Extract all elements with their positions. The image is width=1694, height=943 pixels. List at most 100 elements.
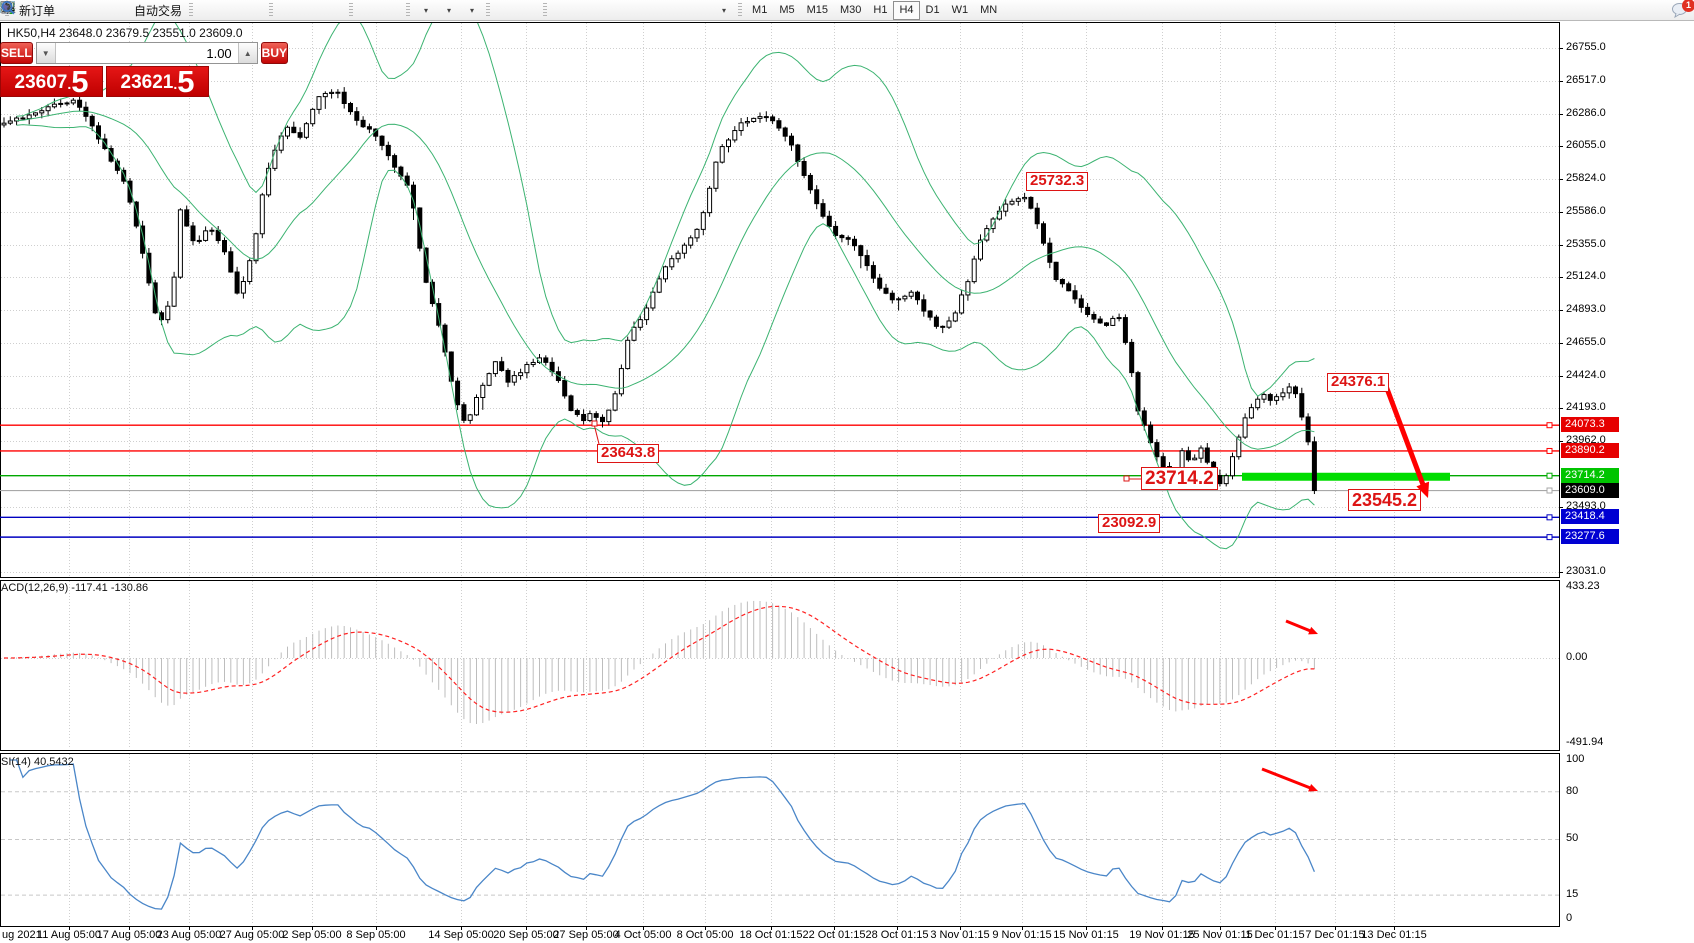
time-axis-label: 13 Dec 01:15 <box>1361 929 1427 941</box>
time-axis-label: 8 Sep 05:00 <box>346 929 406 941</box>
price-axis-label: 26755.0 <box>1566 41 1606 53</box>
search-button[interactable] <box>1 1 1670 20</box>
price-axis-label: 23493.0 <box>1566 499 1606 512</box>
rsi-axis-label: 50 <box>1566 832 1579 844</box>
price-badge-24073.3: 24073.3 <box>1561 417 1619 433</box>
price-axis-label: 25824.0 <box>1566 171 1606 184</box>
rsi-axis-label: 80 <box>1566 785 1579 797</box>
bollinger-middle-band <box>16 110 1315 450</box>
timeframe-m1-button[interactable]: M1 <box>752 4 768 16</box>
chat-button[interactable]: 1 <box>1670 0 1694 20</box>
time-axis-label: 9 Nov 01:15 <box>992 929 1052 941</box>
price-badge-23714.2: 23714.2 <box>1561 467 1619 483</box>
macd-axis-label: -491.94 <box>1566 736 1604 748</box>
time-axis-label: 18 Oct 01:15 <box>739 929 803 941</box>
time-axis-label: 19 Nov 01:15 <box>1129 929 1195 941</box>
svg-text:E: E <box>11 8 16 15</box>
sell-price-dot: . <box>67 76 72 92</box>
price-annotation-25732.3[interactable]: 25732.3 <box>1026 172 1089 191</box>
timeframe-h1-button[interactable]: H1 <box>873 4 888 16</box>
rsi-axis-label: 0 <box>1566 912 1573 924</box>
trend-arrow-0[interactable] <box>1380 377 1428 491</box>
buy-price[interactable]: 23621. 5 <box>106 66 209 97</box>
toolbar-drag-handle[interactable] <box>406 3 411 17</box>
price-axis-label: 26055.0 <box>1566 139 1606 152</box>
time-axis-label: ug 2021 <box>2 929 42 941</box>
time-axis-label: 22 Oct 01:15 <box>802 929 866 941</box>
price-axis-label: 25124.0 <box>1566 270 1606 283</box>
time-axis-label: 28 Oct 01:15 <box>865 929 929 941</box>
timeframe-mn-button[interactable]: MN <box>980 4 998 16</box>
price-badge-23609.0: 23609.0 <box>1561 482 1619 498</box>
candlesticks <box>1 87 1317 495</box>
line-anchor-square <box>1546 422 1553 429</box>
timeframe-group: M1 M5 M15 M30 H1 H4 D1 W1 MN <box>746 0 1003 20</box>
time-axis-label: 8 Oct 05:00 <box>676 929 734 941</box>
time-axis-label: 4 Oct 05:00 <box>614 929 672 941</box>
price-axis-label: 25355.0 <box>1566 237 1606 250</box>
price-annotation-23714.2[interactable]: 23714.2 <box>1141 467 1218 491</box>
trend-arrow-head <box>1308 626 1318 635</box>
buy-price-dot: . <box>173 76 178 92</box>
rsi-line <box>10 759 1315 910</box>
macd-histogram <box>9 600 1315 724</box>
timeframe-m30-button[interactable]: M30 <box>840 4 862 16</box>
trend-arrow-1[interactable] <box>1285 619 1314 634</box>
buy-button[interactable]: BUY <box>260 42 289 64</box>
timeframe-m5-button[interactable]: M5 <box>779 4 795 16</box>
toolbar-drag-handle[interactable] <box>543 3 548 17</box>
price-axis-label: 26517.0 <box>1566 74 1606 87</box>
time-axis-label: 3 Nov 01:15 <box>930 929 990 941</box>
macd-axis-label: 0.00 <box>1566 651 1588 663</box>
volume-input[interactable] <box>55 43 238 63</box>
price-annotation-23545.2[interactable]: 23545.2 <box>1348 489 1422 512</box>
volume-decrease-button[interactable]: ▼ <box>36 43 56 63</box>
price-axis-label: 26286.0 <box>1566 106 1606 119</box>
timeframe-d1-button[interactable]: D1 <box>925 4 940 16</box>
annotation-anchor-square <box>1123 475 1130 482</box>
dropdown-caret-icon: ▾ <box>722 5 727 15</box>
time-axis-label: 14 Sep 05:00 <box>428 929 494 941</box>
volume-increase-button[interactable]: ▲ <box>237 43 257 63</box>
line-anchor-square <box>1546 487 1553 494</box>
time-axis-label: 17 Aug 05:00 <box>96 929 162 941</box>
dropdown-caret-icon: ▾ <box>424 5 429 15</box>
buy-price-big-digit: 5 <box>177 64 195 99</box>
price-annotation-24376.1[interactable]: 24376.1 <box>1327 373 1390 392</box>
price-axis-label: 24655.0 <box>1566 336 1606 349</box>
toolbar-drag-handle[interactable] <box>349 3 354 17</box>
sell-button[interactable]: SELL <box>0 42 33 64</box>
line-anchor-square <box>1546 472 1553 479</box>
time-axis-label: 2 Sep 05:00 <box>282 929 342 941</box>
time-axis-label: 7 Dec 01:15 <box>1305 929 1365 941</box>
panel-frame-0 <box>0 22 1560 578</box>
price-axis-label: 25586.0 <box>1566 205 1606 218</box>
trend-arrow-head <box>1416 481 1430 498</box>
price-axis-label: 24424.0 <box>1566 368 1606 381</box>
sell-price-big-digit: 5 <box>71 64 89 99</box>
trend-arrow-2[interactable] <box>1261 767 1314 791</box>
line-anchor-square <box>1546 534 1553 541</box>
toolbar-drag-handle[interactable] <box>269 3 274 17</box>
text-button[interactable]: A <box>3 1 688 20</box>
annotation-anchor-square <box>591 420 598 427</box>
arrow-shapes-icon <box>3 3 9 12</box>
sell-price[interactable]: 23607. 5 <box>0 66 103 97</box>
price-annotation-23092.9[interactable]: 23092.9 <box>1098 514 1161 533</box>
toolbar-drag-handle[interactable] <box>486 3 491 17</box>
auto-trading-label: 自动交易 <box>134 3 183 18</box>
toolbar-drag-handle[interactable] <box>189 3 194 17</box>
toolbar-drag-handle[interactable] <box>738 3 743 17</box>
timeframe-h4-button[interactable]: H4 <box>893 0 920 20</box>
time-axis-label: 23 Aug 05:00 <box>156 929 222 941</box>
rsi-axis-label: 15 <box>1566 888 1579 900</box>
timeframe-m15-button[interactable]: M15 <box>806 4 828 16</box>
price-annotation-23643.8[interactable]: 23643.8 <box>597 444 660 463</box>
price-badge-23890.2: 23890.2 <box>1561 442 1619 458</box>
timeframe-w1-button[interactable]: W1 <box>951 4 969 16</box>
arrows-dropdown-button[interactable]: ▾ <box>3 1 734 20</box>
macd-signal-line <box>4 605 1315 713</box>
bollinger-upper-band <box>16 23 1315 397</box>
line-anchor-square <box>1546 447 1553 454</box>
